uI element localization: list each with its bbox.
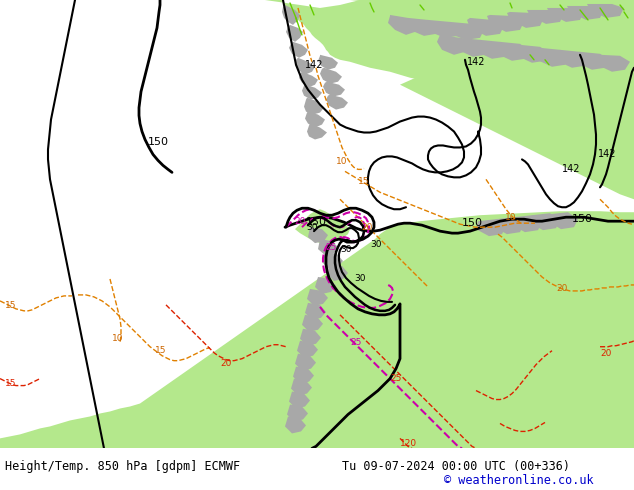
- Polygon shape: [547, 8, 584, 22]
- Text: 15: 15: [358, 177, 370, 186]
- Polygon shape: [476, 219, 506, 236]
- Text: 10: 10: [336, 157, 347, 166]
- Polygon shape: [587, 4, 624, 18]
- Text: 20: 20: [600, 349, 611, 358]
- Polygon shape: [302, 315, 323, 332]
- Polygon shape: [507, 12, 544, 28]
- Text: Height/Temp. 850 hPa [gdpm] ECMWF: Height/Temp. 850 hPa [gdpm] ECMWF: [5, 460, 240, 473]
- Polygon shape: [516, 45, 550, 63]
- Polygon shape: [320, 68, 342, 84]
- Text: 20: 20: [556, 284, 567, 294]
- Polygon shape: [307, 123, 327, 140]
- Polygon shape: [0, 211, 634, 448]
- Polygon shape: [456, 38, 490, 57]
- Text: © weatheronline.co.uk: © weatheronline.co.uk: [444, 474, 593, 487]
- Polygon shape: [476, 40, 510, 59]
- Text: 30: 30: [340, 245, 351, 254]
- Polygon shape: [318, 55, 338, 70]
- Polygon shape: [295, 58, 315, 75]
- Text: Tu 09-07-2024 00:00 UTC (00+336): Tu 09-07-2024 00:00 UTC (00+336): [342, 460, 571, 473]
- Polygon shape: [289, 392, 310, 409]
- Text: 10: 10: [112, 334, 124, 343]
- Polygon shape: [425, 20, 462, 38]
- Polygon shape: [322, 251, 343, 269]
- Text: 150: 150: [572, 214, 593, 224]
- Polygon shape: [530, 213, 560, 230]
- Text: 142: 142: [562, 164, 581, 174]
- Polygon shape: [567, 6, 604, 20]
- Text: 30: 30: [370, 240, 382, 248]
- Text: 30: 30: [354, 274, 365, 284]
- Text: 150: 150: [462, 218, 483, 228]
- Polygon shape: [576, 52, 610, 70]
- Polygon shape: [323, 82, 345, 97]
- Text: 25: 25: [350, 338, 361, 347]
- Polygon shape: [400, 0, 634, 199]
- Polygon shape: [286, 25, 303, 42]
- Polygon shape: [293, 367, 314, 384]
- Polygon shape: [350, 0, 634, 15]
- Polygon shape: [388, 15, 418, 35]
- Text: 20: 20: [361, 222, 372, 232]
- Polygon shape: [315, 277, 336, 294]
- Polygon shape: [297, 341, 318, 358]
- Text: 30: 30: [306, 222, 318, 232]
- Polygon shape: [305, 112, 325, 127]
- Polygon shape: [596, 55, 630, 72]
- Polygon shape: [291, 379, 312, 395]
- Polygon shape: [437, 35, 470, 55]
- Polygon shape: [295, 209, 350, 244]
- Text: 142: 142: [305, 60, 323, 70]
- Text: 10: 10: [505, 213, 517, 221]
- Polygon shape: [289, 42, 308, 58]
- Text: 142: 142: [467, 57, 486, 67]
- Polygon shape: [307, 289, 328, 306]
- Polygon shape: [300, 329, 321, 346]
- Polygon shape: [265, 0, 634, 120]
- Polygon shape: [287, 405, 308, 421]
- Polygon shape: [327, 263, 348, 281]
- Polygon shape: [282, 5, 300, 25]
- Polygon shape: [527, 10, 564, 24]
- Polygon shape: [299, 72, 318, 88]
- Polygon shape: [536, 48, 570, 67]
- Text: 15: 15: [5, 379, 16, 388]
- Text: 142: 142: [598, 149, 616, 159]
- Text: 25: 25: [325, 243, 337, 251]
- Polygon shape: [487, 15, 524, 32]
- Text: 25: 25: [390, 374, 401, 383]
- Polygon shape: [305, 303, 326, 320]
- Polygon shape: [548, 212, 578, 229]
- Polygon shape: [496, 42, 530, 61]
- Polygon shape: [556, 50, 590, 68]
- Polygon shape: [467, 18, 504, 36]
- Text: 15: 15: [5, 301, 16, 310]
- Text: 20: 20: [294, 217, 306, 226]
- Polygon shape: [447, 22, 484, 40]
- Polygon shape: [512, 215, 542, 232]
- Text: 150: 150: [306, 217, 327, 227]
- Polygon shape: [326, 95, 348, 110]
- Polygon shape: [295, 354, 316, 370]
- Polygon shape: [304, 98, 324, 115]
- Polygon shape: [318, 239, 338, 255]
- Polygon shape: [285, 416, 306, 434]
- Polygon shape: [302, 85, 322, 99]
- Polygon shape: [494, 217, 524, 234]
- Polygon shape: [405, 18, 440, 36]
- Text: 120: 120: [400, 439, 417, 448]
- Polygon shape: [308, 227, 328, 243]
- Text: 20: 20: [220, 359, 231, 368]
- Text: 15: 15: [155, 346, 167, 355]
- Text: 150: 150: [148, 138, 169, 147]
